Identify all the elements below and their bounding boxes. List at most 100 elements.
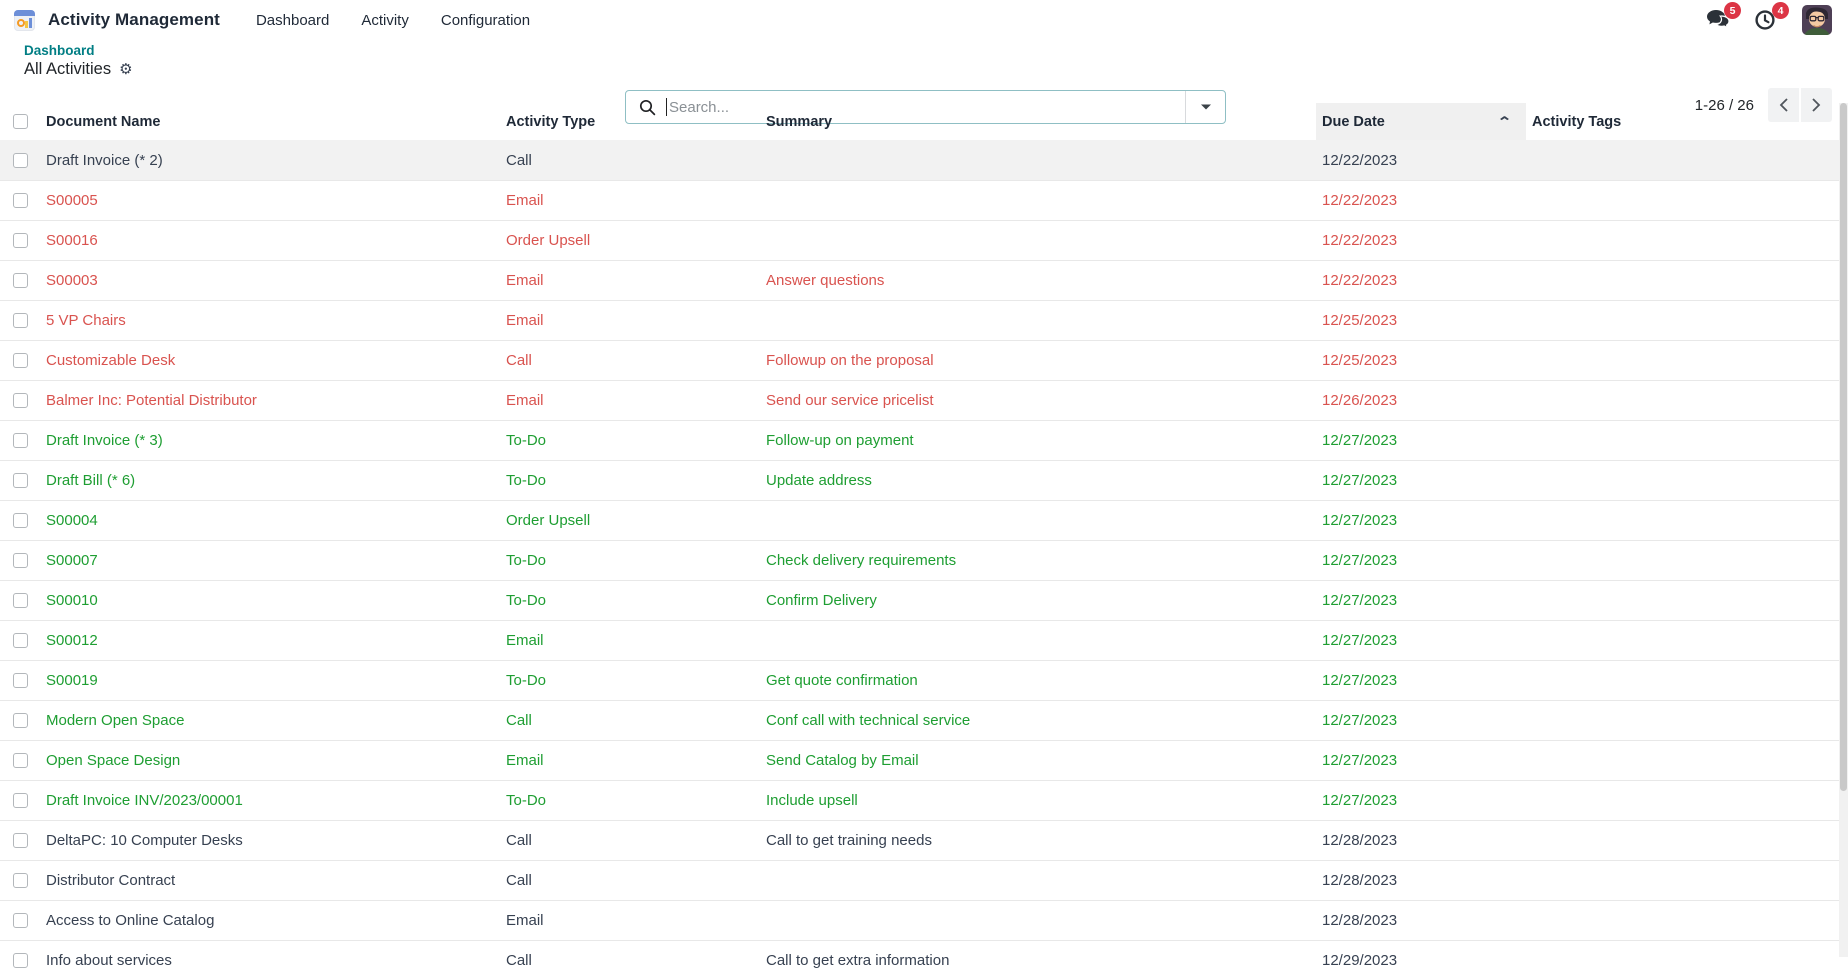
table-body: Draft Invoice (* 2) Call 12/22/2023 S000…	[0, 140, 1848, 980]
cell-activity-type: To-Do	[500, 792, 760, 809]
table-row[interactable]: S00004 Order Upsell 12/27/2023	[0, 500, 1848, 540]
table-row[interactable]: Draft Invoice INV/2023/00001 To-Do Inclu…	[0, 780, 1848, 820]
cell-activity-type: Email	[500, 912, 760, 929]
row-checkbox[interactable]	[13, 753, 28, 768]
row-checkbox[interactable]	[13, 713, 28, 728]
table-row[interactable]: S00016 Order Upsell 12/22/2023	[0, 220, 1848, 260]
user-avatar[interactable]	[1802, 5, 1832, 35]
cell-activity-type: Email	[500, 632, 760, 649]
cell-activity-type: Call	[500, 712, 760, 729]
menu-configuration[interactable]: Configuration	[429, 4, 542, 37]
vertical-scrollbar[interactable]	[1839, 103, 1848, 957]
cell-due-date: 12/27/2023	[1316, 632, 1526, 649]
row-checkbox[interactable]	[13, 873, 28, 888]
column-header-document-name[interactable]: Document Name	[40, 103, 500, 140]
column-header-summary[interactable]: Summary	[760, 103, 1316, 140]
table-row[interactable]: S00003 Email Answer questions 12/22/2023	[0, 260, 1848, 300]
cell-summary: Conf call with technical service	[760, 712, 1316, 729]
row-checkbox[interactable]	[13, 233, 28, 248]
scrollbar-thumb[interactable]	[1840, 103, 1847, 791]
messages-button[interactable]: 5	[1706, 8, 1732, 32]
table-row[interactable]: S00007 To-Do Check delivery requirements…	[0, 540, 1848, 580]
app-logo-icon[interactable]	[14, 10, 35, 31]
table-row[interactable]: Draft Invoice (* 3) To-Do Follow-up on p…	[0, 420, 1848, 460]
cell-document-name: Distributor Contract	[40, 872, 500, 889]
row-checkbox[interactable]	[13, 673, 28, 688]
table-row[interactable]: S00019 To-Do Get quote confirmation 12/2…	[0, 660, 1848, 700]
cell-activity-type: Email	[500, 392, 760, 409]
cell-document-name: Draft Invoice (* 2)	[40, 152, 500, 169]
table-row[interactable]: DeltaPC: 10 Computer Desks Call Call to …	[0, 820, 1848, 860]
table-row[interactable]: S00005 Email 12/22/2023	[0, 180, 1848, 220]
cell-activity-type: To-Do	[500, 592, 760, 609]
cell-document-name: Balmer Inc: Potential Distributor	[40, 392, 500, 409]
row-checkbox[interactable]	[13, 913, 28, 928]
cell-due-date: 12/28/2023	[1316, 912, 1526, 929]
menu-activity[interactable]: Activity	[349, 4, 421, 37]
row-checkbox[interactable]	[13, 313, 28, 328]
cell-document-name: 5 VP Chairs	[40, 312, 500, 329]
cell-document-name: Access to Online Catalog	[40, 912, 500, 929]
avatar-image-icon	[1802, 5, 1832, 35]
table-row[interactable]: Access to Online Catalog Email 12/28/202…	[0, 900, 1848, 940]
select-all-checkbox[interactable]	[13, 114, 28, 129]
main-menu: Dashboard Activity Configuration	[244, 4, 542, 37]
column-header-due-date[interactable]: Due Date ⌃	[1316, 103, 1526, 140]
cell-due-date: 12/27/2023	[1316, 592, 1526, 609]
table-row[interactable]: Balmer Inc: Potential Distributor Email …	[0, 380, 1848, 420]
row-checkbox[interactable]	[13, 153, 28, 168]
table-row[interactable]: Info about services Call Call to get ext…	[0, 940, 1848, 980]
row-checkbox[interactable]	[13, 833, 28, 848]
cell-summary: Send Catalog by Email	[760, 752, 1316, 769]
cell-activity-type: Call	[500, 952, 760, 969]
row-checkbox[interactable]	[13, 433, 28, 448]
breadcrumb[interactable]: Dashboard	[24, 43, 133, 58]
activities-button[interactable]: 4	[1754, 8, 1780, 32]
cell-due-date: 12/27/2023	[1316, 512, 1526, 529]
table-row[interactable]: S00010 To-Do Confirm Delivery 12/27/2023	[0, 580, 1848, 620]
cell-due-date: 12/27/2023	[1316, 672, 1526, 689]
page-title: All Activities	[24, 60, 111, 79]
gear-icon[interactable]: ⚙	[119, 62, 132, 77]
cell-activity-type: Email	[500, 272, 760, 289]
row-checkbox[interactable]	[13, 473, 28, 488]
cell-summary: Answer questions	[760, 272, 1316, 289]
cell-activity-type: Email	[500, 312, 760, 329]
cell-document-name: S00003	[40, 272, 500, 289]
cell-document-name: Open Space Design	[40, 752, 500, 769]
table-row[interactable]: 5 VP Chairs Email 12/25/2023	[0, 300, 1848, 340]
table-row[interactable]: Open Space Design Email Send Catalog by …	[0, 740, 1848, 780]
cell-document-name: S00004	[40, 512, 500, 529]
table-row[interactable]: Customizable Desk Call Followup on the p…	[0, 340, 1848, 380]
cell-due-date: 12/27/2023	[1316, 712, 1526, 729]
cell-activity-type: To-Do	[500, 672, 760, 689]
row-checkbox[interactable]	[13, 953, 28, 968]
cell-summary: Call to get extra information	[760, 952, 1316, 969]
cell-activity-type: Call	[500, 352, 760, 369]
row-checkbox[interactable]	[13, 353, 28, 368]
messages-badge: 5	[1724, 2, 1741, 19]
table-row[interactable]: Modern Open Space Call Conf call with te…	[0, 700, 1848, 740]
row-checkbox[interactable]	[13, 593, 28, 608]
table-row[interactable]: Distributor Contract Call 12/28/2023	[0, 860, 1848, 900]
column-header-activity-tags[interactable]: Activity Tags	[1526, 103, 1848, 140]
table-row[interactable]: S00012 Email 12/27/2023	[0, 620, 1848, 660]
cell-due-date: 12/22/2023	[1316, 272, 1526, 289]
cell-activity-type: To-Do	[500, 472, 760, 489]
cell-summary: Follow-up on payment	[760, 432, 1316, 449]
cell-due-date: 12/25/2023	[1316, 352, 1526, 369]
row-checkbox[interactable]	[13, 273, 28, 288]
row-checkbox[interactable]	[13, 553, 28, 568]
row-checkbox[interactable]	[13, 633, 28, 648]
cell-document-name: S00005	[40, 192, 500, 209]
column-header-activity-type[interactable]: Activity Type	[500, 103, 760, 140]
cell-activity-type: Call	[500, 872, 760, 889]
row-checkbox[interactable]	[13, 393, 28, 408]
row-checkbox[interactable]	[13, 513, 28, 528]
control-panel: Dashboard All Activities ⚙ 1-26 / 26	[0, 40, 1848, 103]
row-checkbox[interactable]	[13, 793, 28, 808]
table-row[interactable]: Draft Invoice (* 2) Call 12/22/2023	[0, 140, 1848, 180]
table-row[interactable]: Draft Bill (* 6) To-Do Update address 12…	[0, 460, 1848, 500]
menu-dashboard[interactable]: Dashboard	[244, 4, 341, 37]
row-checkbox[interactable]	[13, 193, 28, 208]
